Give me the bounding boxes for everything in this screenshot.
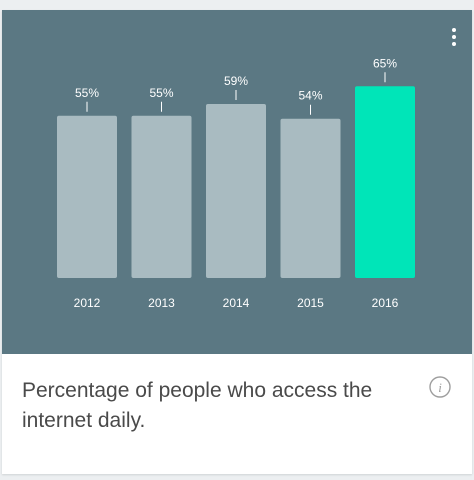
chart-card: 55% 2012 55% 2013 59% 2014 54% 2015 65% 2016 Perc… <box>2 10 472 474</box>
bar-chart: 55% 2012 55% 2013 59% 2014 54% 2015 65% 2016 <box>57 56 415 310</box>
value-label: 65% <box>373 56 397 70</box>
more-vert-icon <box>452 28 456 32</box>
category-label: 2016 <box>372 296 399 310</box>
value-label: 54% <box>298 89 322 103</box>
more-options-button[interactable] <box>446 26 462 48</box>
bar-2013[interactable] <box>131 115 192 278</box>
value-label: 55% <box>149 86 173 100</box>
bar-2016[interactable] <box>355 86 415 278</box>
category-label: 2013 <box>148 296 175 310</box>
info-icon[interactable]: i <box>429 376 451 398</box>
value-label: 59% <box>224 74 248 88</box>
category-label: 2012 <box>74 296 101 310</box>
svg-text:i: i <box>438 380 442 395</box>
bar-2012[interactable] <box>57 115 117 278</box>
category-label: 2015 <box>297 296 324 310</box>
bar-2015[interactable] <box>280 118 341 278</box>
bar-2014[interactable] <box>206 103 266 278</box>
chart-area: 55% 2012 55% 2013 59% 2014 54% 2015 65% 2016 <box>2 10 472 354</box>
category-label: 2014 <box>223 296 250 310</box>
value-label: 55% <box>75 86 99 100</box>
chart-caption: Percentage of people who access the inte… <box>22 379 373 432</box>
